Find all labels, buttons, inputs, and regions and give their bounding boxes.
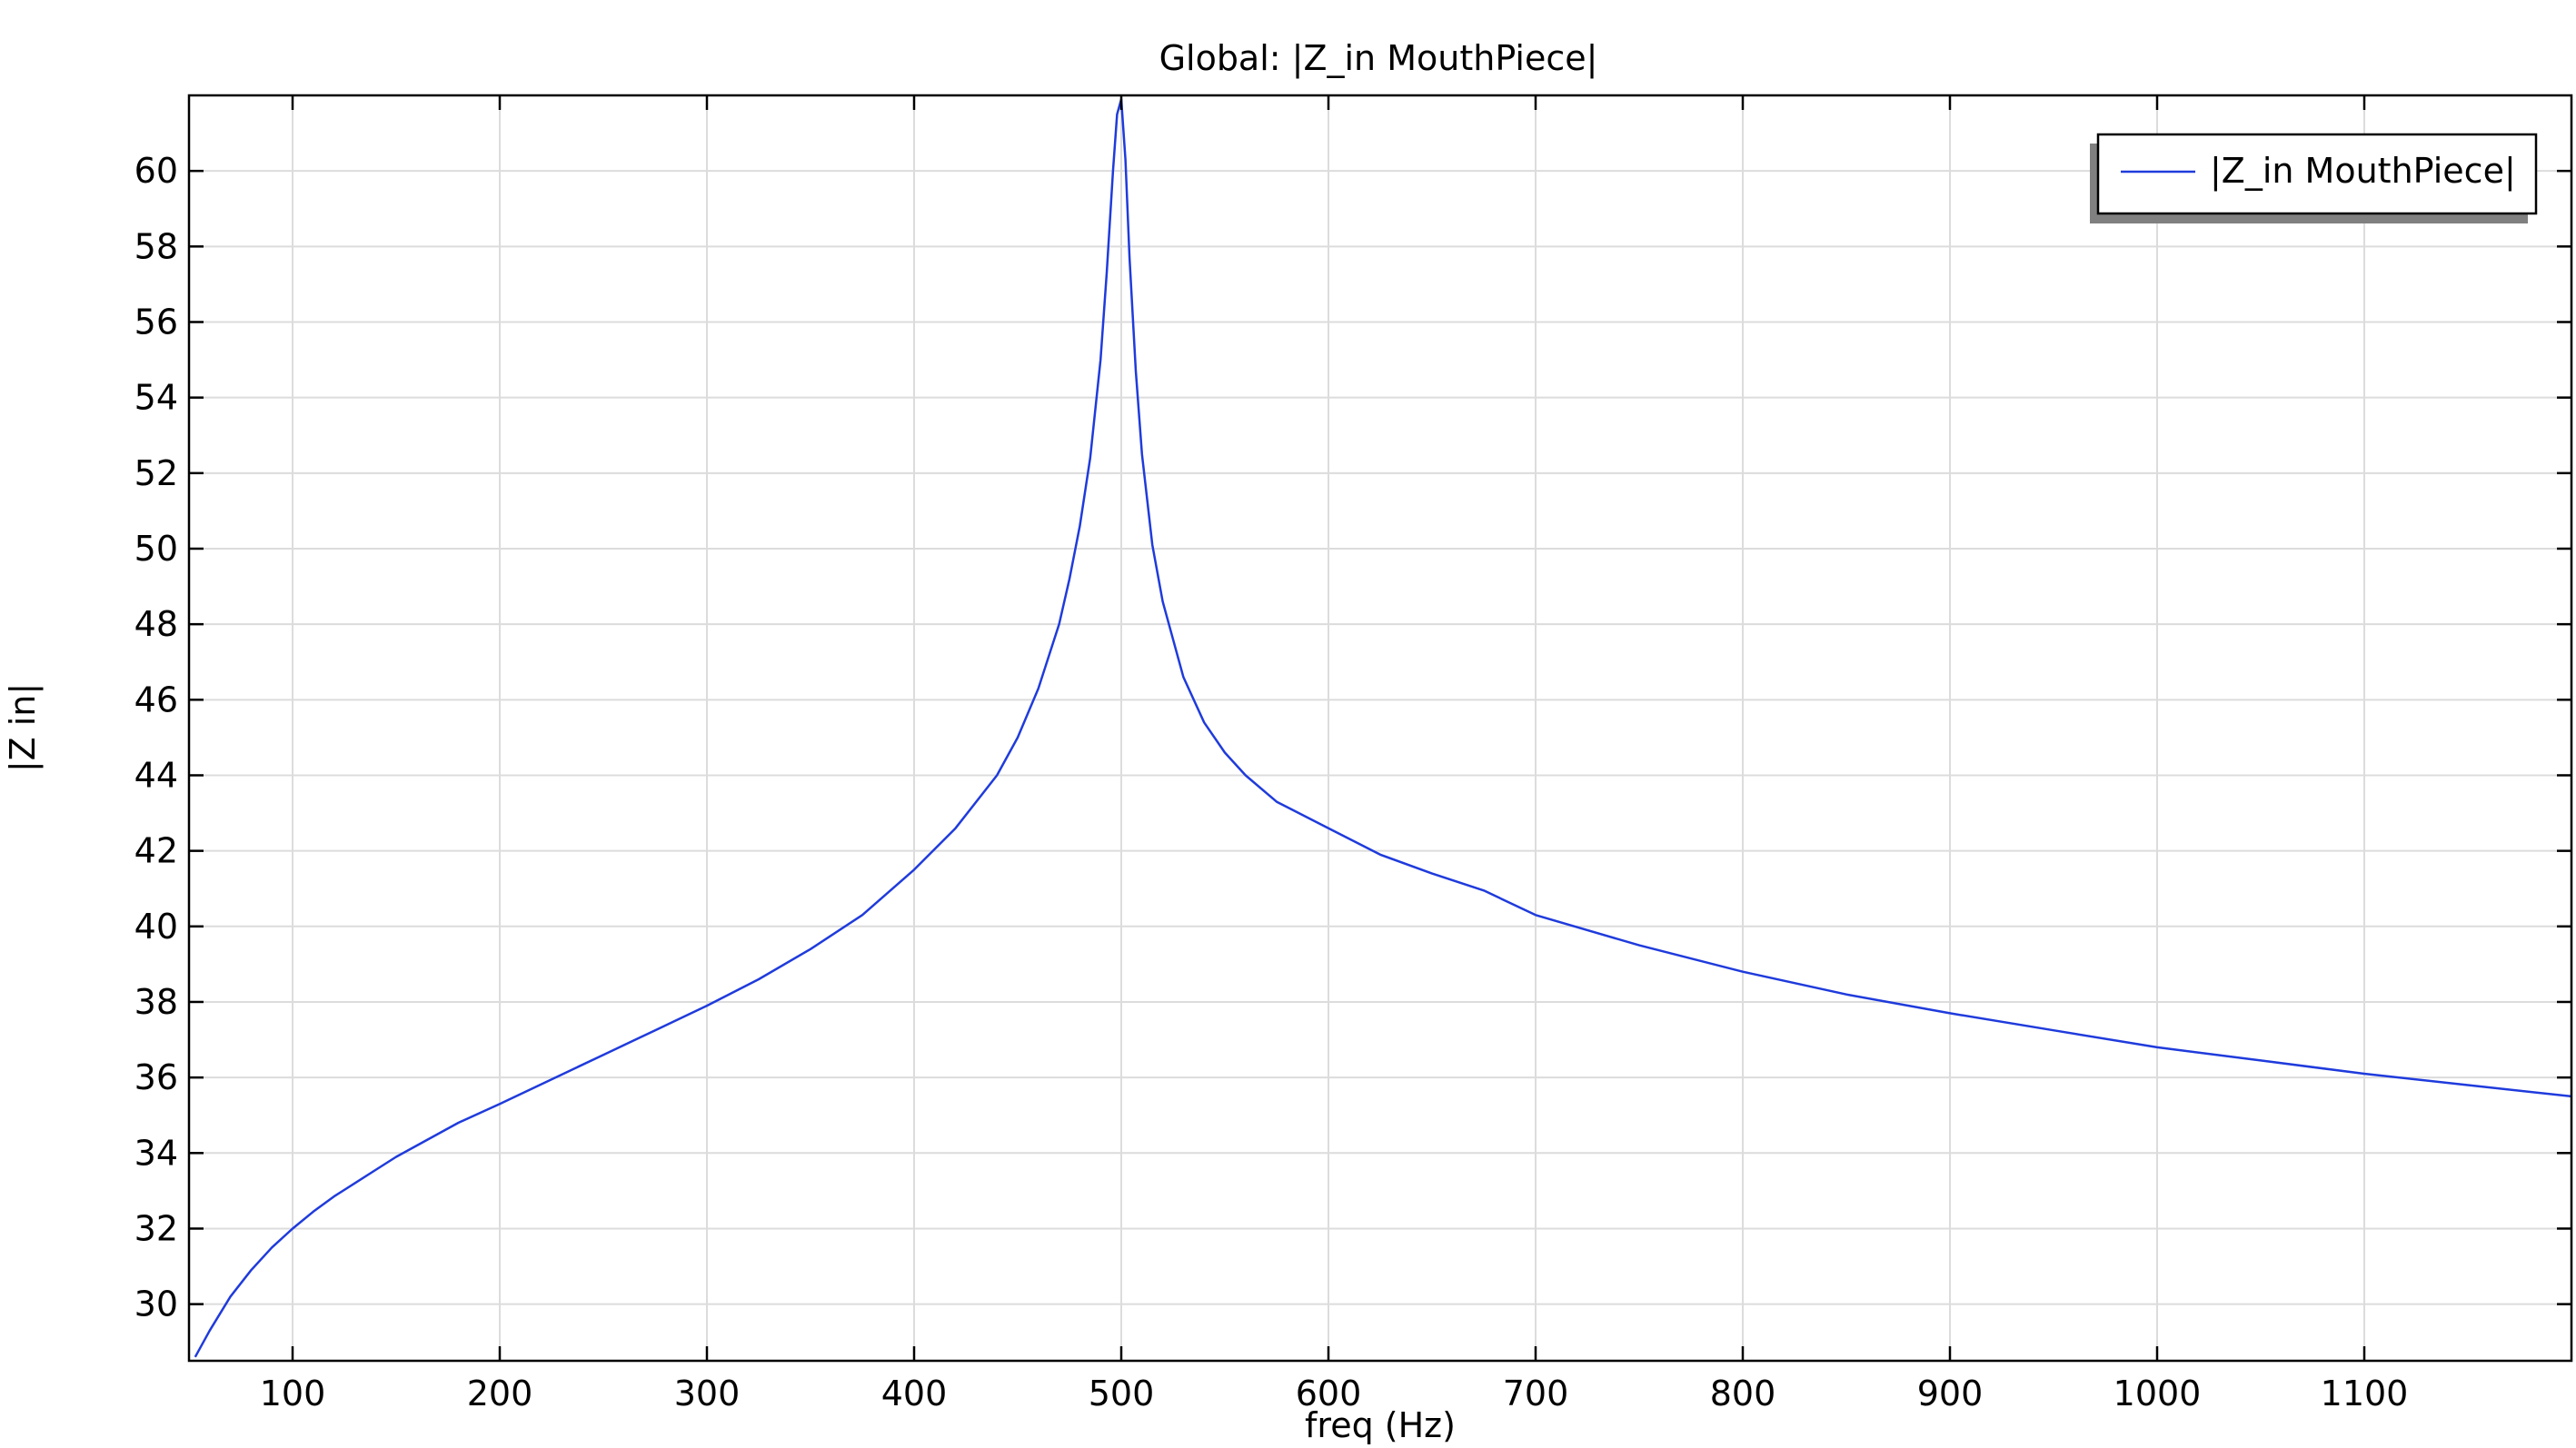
x-axis: 100 200 300 400 500 600 700 800 900 1000 1100 <box>260 95 2409 1413</box>
x-tick-label: 400 <box>881 1374 948 1413</box>
plot-frame <box>187 94 2573 1363</box>
y-tick-label: 32 <box>134 1208 178 1248</box>
y-tick-label: 52 <box>134 453 178 493</box>
legend-label: |Z_in MouthPiece| <box>2210 151 2516 192</box>
y-tick-label: 54 <box>134 378 178 418</box>
series-line-0 <box>194 97 2572 1358</box>
y-tick-label: 30 <box>134 1284 178 1324</box>
y-tick-label: 36 <box>134 1057 178 1097</box>
y-tick-label: 42 <box>134 831 178 871</box>
y-tick-label: 44 <box>134 755 178 795</box>
legend-box <box>2096 133 2538 215</box>
y-axis: 30 32 34 36 38 40 42 44 46 48 50 52 54 56 58 60 <box>134 151 2571 1324</box>
x-axis-label: freq (Hz) <box>1305 1405 1456 1445</box>
x-tick-label: 700 <box>1503 1374 1569 1413</box>
x-tick-label: 600 <box>1296 1374 1362 1413</box>
y-tick-label: 34 <box>134 1133 178 1173</box>
y-tick-label: 40 <box>134 907 178 947</box>
x-tick-label: 1000 <box>2114 1374 2202 1413</box>
chart-title: Global: |Z_in MouthPiece| <box>1159 38 1598 79</box>
y-tick-label: 56 <box>134 302 178 342</box>
y-tick-label: 60 <box>134 151 178 191</box>
x-tick-label: 500 <box>1089 1374 1155 1413</box>
y-axis-label: |Z in| <box>3 683 44 772</box>
legend: |Z_in MouthPiece| <box>2090 133 2538 223</box>
y-tick-label: 48 <box>134 604 178 644</box>
x-tick-label: 200 <box>467 1374 533 1413</box>
x-tick-label: 300 <box>674 1374 741 1413</box>
x-tick-label: 800 <box>1710 1374 1776 1413</box>
series-layer <box>194 97 2572 1358</box>
y-tick-label: 46 <box>134 679 178 719</box>
x-tick-label: 100 <box>260 1374 326 1413</box>
y-tick-label: 58 <box>134 226 178 266</box>
y-tick-label: 38 <box>134 982 178 1022</box>
y-tick-label: 50 <box>134 529 178 569</box>
x-tick-label: 900 <box>1917 1374 1984 1413</box>
x-tick-label: 1100 <box>2321 1374 2409 1413</box>
grid-lines <box>189 95 2571 1361</box>
